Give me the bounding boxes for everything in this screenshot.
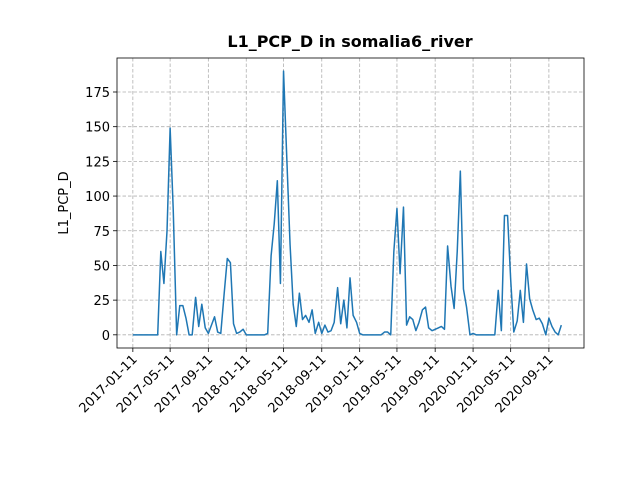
y-tick-label: 150 (85, 121, 110, 136)
y-tick-label: 25 (93, 294, 110, 309)
data-line (132, 70, 563, 336)
plot-frame (116, 57, 585, 349)
chart-title: L1_PCP_D in somalia6_river (227, 32, 472, 51)
y-tick-label: 75 (93, 225, 110, 240)
y-tick-label: 125 (85, 155, 110, 170)
y-tick-label: 0 (102, 329, 110, 344)
y-tick-label: 50 (93, 259, 110, 274)
y-tick-label: 175 (85, 86, 110, 101)
y-axis-label: L1_PCP_D (57, 171, 72, 234)
y-tick-label: 100 (85, 190, 110, 205)
